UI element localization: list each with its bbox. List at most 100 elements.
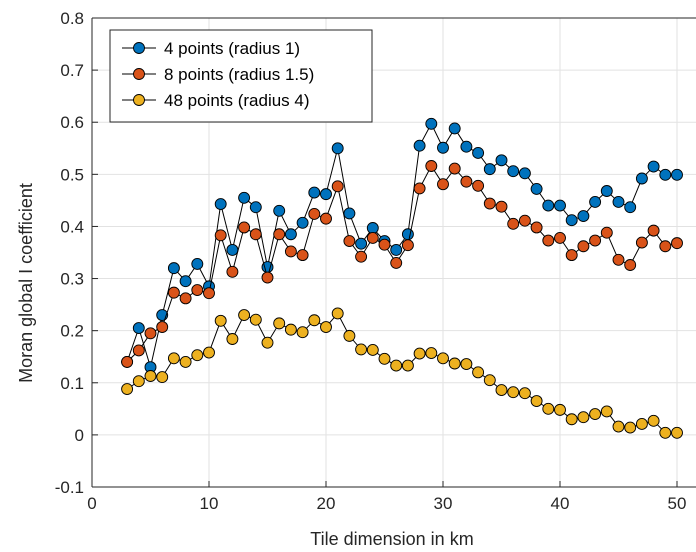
data-point	[214, 314, 227, 327]
data-point	[635, 172, 648, 185]
y-tick-label: 0.5	[60, 165, 84, 184]
data-point	[483, 374, 496, 387]
data-point	[203, 287, 215, 300]
legend-label: 48 points (radius 4)	[164, 91, 310, 110]
data-point	[296, 326, 309, 339]
data-point	[413, 139, 426, 152]
y-tick-label: 0.7	[60, 61, 84, 80]
data-point	[448, 122, 461, 135]
data-point	[671, 168, 683, 181]
data-point	[542, 199, 555, 212]
data-point	[624, 201, 637, 214]
data-point	[577, 240, 590, 253]
data-point	[554, 199, 566, 212]
data-point	[600, 185, 613, 197]
series-3	[121, 307, 683, 439]
data-point	[472, 366, 485, 379]
data-point	[565, 413, 578, 426]
data-point	[460, 140, 473, 153]
data-point	[261, 336, 274, 349]
data-point	[437, 141, 449, 154]
legend-marker	[133, 94, 145, 106]
data-point	[284, 245, 297, 258]
data-point	[191, 349, 204, 362]
data-point	[156, 371, 169, 383]
data-point	[273, 228, 286, 241]
axes	[91, 17, 696, 488]
y-tick-label: -0.1	[55, 478, 84, 497]
data-point	[518, 167, 531, 180]
data-point	[238, 309, 251, 321]
data-point	[308, 314, 321, 327]
data-point	[296, 216, 309, 229]
data-point	[425, 160, 438, 172]
data-point	[331, 307, 344, 320]
data-point	[600, 405, 613, 418]
data-point	[413, 182, 426, 195]
data-point	[647, 224, 660, 237]
data-point	[331, 142, 344, 155]
data-point	[320, 212, 332, 225]
data-point	[203, 346, 215, 359]
data-point	[355, 250, 368, 263]
data-point	[132, 375, 145, 388]
data-point	[495, 384, 508, 397]
data-point	[565, 249, 578, 262]
x-tick-label: 40	[551, 494, 570, 513]
data-point	[144, 327, 157, 340]
data-point	[366, 343, 379, 356]
legend-entry: 8 points (radius 1.5)	[122, 65, 314, 84]
data-point	[530, 221, 543, 234]
data-point	[249, 313, 262, 326]
data-point	[507, 165, 520, 178]
data-point	[530, 182, 543, 195]
data-point	[600, 226, 613, 239]
data-point	[179, 355, 192, 368]
data-point	[167, 262, 180, 275]
data-point	[612, 253, 625, 266]
data-point	[249, 201, 262, 214]
data-point	[659, 426, 672, 439]
x-tick-label: 0	[87, 494, 96, 513]
data-point	[565, 214, 578, 227]
data-point	[320, 188, 332, 201]
x-tick-label: 50	[668, 494, 687, 513]
data-point	[132, 322, 145, 335]
data-point	[308, 207, 321, 220]
data-point	[191, 258, 204, 270]
data-point	[238, 191, 251, 204]
data-point	[249, 228, 262, 241]
data-point	[659, 240, 672, 253]
legend-label: 8 points (radius 1.5)	[164, 65, 314, 84]
data-point	[507, 386, 520, 399]
data-point	[355, 343, 368, 356]
data-point	[659, 168, 672, 181]
data-point	[671, 237, 683, 250]
y-tick-label: 0.1	[60, 374, 84, 393]
data-point	[483, 197, 496, 210]
data-point	[121, 355, 134, 368]
data-point	[214, 198, 227, 210]
data-point	[378, 238, 391, 251]
y-tick-label: 0.2	[60, 322, 84, 341]
data-point	[495, 200, 508, 213]
data-point	[448, 162, 461, 175]
data-point	[366, 222, 379, 234]
data-point	[518, 214, 531, 227]
x-tick-label: 20	[317, 494, 336, 513]
data-point	[156, 321, 169, 333]
data-point	[343, 235, 356, 247]
data-point	[366, 231, 379, 244]
x-axis-label: Tile dimension in km	[310, 529, 473, 549]
data-point	[647, 414, 660, 427]
data-point	[448, 357, 461, 370]
data-point	[390, 256, 403, 269]
data-point	[483, 163, 496, 176]
y-axis-label: Moran global I coefficient	[16, 183, 36, 383]
legend-entry: 4 points (radius 1)	[122, 39, 300, 58]
data-point	[378, 352, 391, 365]
legend-entry: 48 points (radius 4)	[122, 91, 310, 110]
data-point	[577, 411, 590, 424]
data-point	[612, 420, 625, 433]
